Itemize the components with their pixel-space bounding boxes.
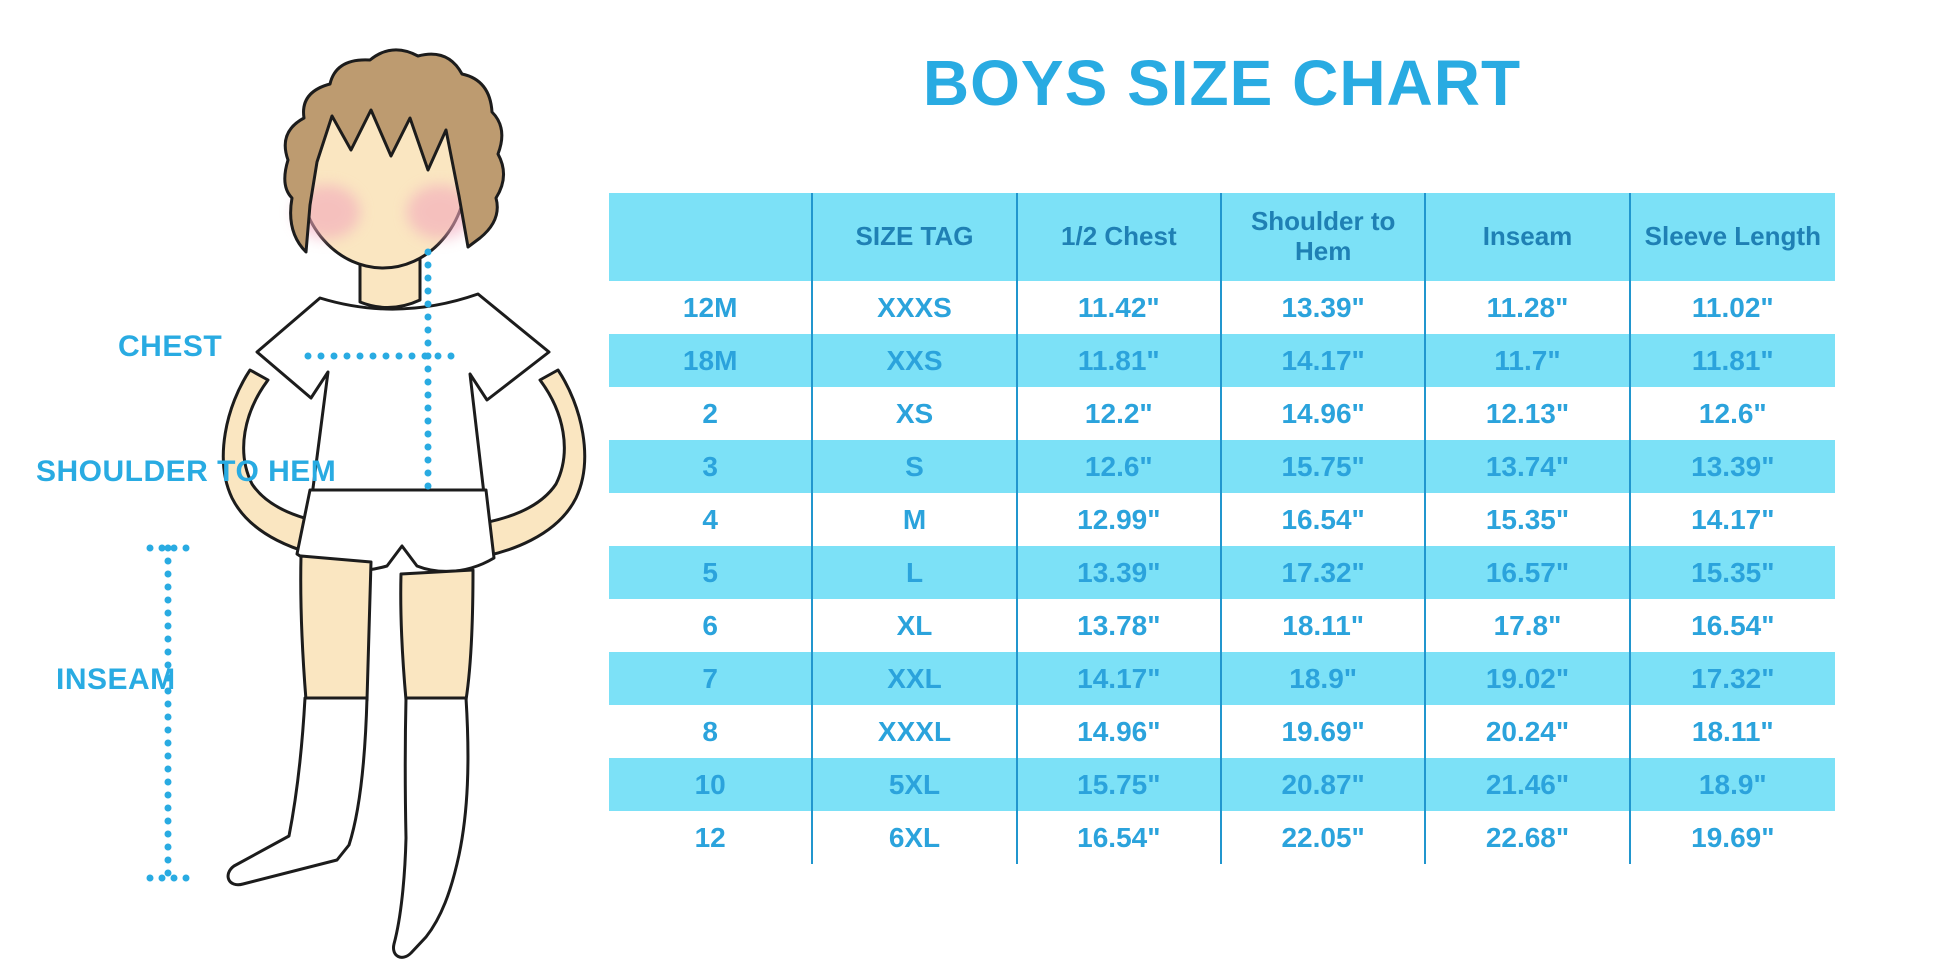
table-row: 2 XS 12.2" 14.96" 12.13" 12.6" (609, 387, 1835, 440)
page-title: BOYS SIZE CHART (922, 47, 1522, 119)
measurement-cell: 22.05" (1222, 811, 1427, 864)
measurement-cell: 12.13" (1426, 387, 1631, 440)
measurement-cell: XL (813, 599, 1018, 652)
measurement-cell: 21.46" (1426, 758, 1631, 811)
column-header: SIZE TAG (813, 193, 1018, 281)
measurement-cell: 18.11" (1691, 715, 1774, 747)
column-header (609, 193, 814, 281)
measurement-cell: 14.17" (1691, 503, 1775, 535)
size-cell: 12 (609, 811, 814, 864)
measurement-cell: 14.17" (1018, 652, 1222, 705)
measurement-cell: 19.69" (1222, 705, 1427, 758)
table-header-row: SIZE TAG 1/2 Chest Shoulder to Hem Inseam Sl… (609, 193, 1835, 281)
measurement-guides (146, 248, 466, 882)
size-cell: 2 (609, 387, 814, 440)
table-row: 3 S 12.6" 15.75" 13.74" 13.39" (609, 440, 1835, 493)
measurement-cell: L (813, 546, 1018, 599)
measurement-cell: 19.69" (1691, 821, 1775, 853)
measurement-cell: XXS (813, 334, 1018, 387)
measurement-cell: 12.6" (1018, 440, 1222, 493)
measurement-cell: 16.54" (1691, 609, 1775, 641)
measurement-cell: 19.02" (1426, 652, 1631, 705)
measurement-cell: 16.54" (1222, 493, 1427, 546)
measurement-cell: 12.6" (1698, 397, 1767, 429)
size-cell: 8 (609, 705, 814, 758)
measurement-cell: S (813, 440, 1018, 493)
measurement-cell: 13.39" (1222, 281, 1427, 334)
measurement-cell: 11.42" (1018, 281, 1222, 334)
measurement-cell: 17.8" (1426, 599, 1631, 652)
table-row: 6 XL 13.78" 18.11" 17.8" 16.54" (609, 599, 1835, 652)
measurement-cell: 11.28" (1426, 281, 1631, 334)
table-row: 12 6XL 16.54" 22.05" 22.68" 19.69" (609, 811, 1835, 864)
measurement-cell: 16.57" (1426, 546, 1631, 599)
measurement-cell: 14.17" (1222, 334, 1427, 387)
measurement-cell: 17.32" (1691, 662, 1775, 694)
measurement-cell: 15.75" (1018, 758, 1222, 811)
measurement-cell: 17.32" (1222, 546, 1427, 599)
measurement-cell: 11.81" (1018, 334, 1222, 387)
size-cell: 3 (609, 440, 814, 493)
boy-illustration (146, 48, 587, 959)
table-row: 5 L 13.39" 17.32" 16.57" 15.35" (609, 546, 1835, 599)
measurement-cell: 13.78" (1018, 599, 1222, 652)
measurement-cell: 15.75" (1222, 440, 1427, 493)
column-header: Sleeve Length (1644, 221, 1821, 252)
size-cell: 6 (609, 599, 814, 652)
measurement-cell: 12.99" (1018, 493, 1222, 546)
measurement-cell: 12.2" (1018, 387, 1222, 440)
measurement-cell: 14.96" (1222, 387, 1427, 440)
size-cell: 4 (609, 493, 814, 546)
measurement-cell: 11.02" (1691, 291, 1774, 323)
chest-label: CHEST (118, 330, 223, 363)
measurement-cell: 15.35" (1426, 493, 1631, 546)
column-header: 1/2 Chest (1018, 193, 1222, 281)
measurement-cell: 13.39" (1018, 546, 1222, 599)
measurement-cell: XXXS (813, 281, 1018, 334)
column-header: Inseam (1426, 193, 1631, 281)
size-cell: 18M (609, 334, 814, 387)
column-header: Shoulder to Hem (1222, 193, 1427, 281)
measurement-cell: 18.9" (1222, 652, 1427, 705)
measurement-cell: 22.68" (1426, 811, 1631, 864)
measurement-cell: 13.39" (1691, 450, 1775, 482)
table-row: 8 XXXL 14.96" 19.69" 20.24" 18.11" (609, 705, 1835, 758)
measurement-cell: 20.24" (1426, 705, 1631, 758)
measurement-cell: 13.74" (1426, 440, 1631, 493)
measurement-cell: 5XL (813, 758, 1018, 811)
measurement-cell: 11.7" (1426, 334, 1631, 387)
size-cell: 10 (609, 758, 814, 811)
table-row: 10 5XL 15.75" 20.87" 21.46" 18.9" (609, 758, 1835, 811)
measurement-cell: 11.81" (1691, 344, 1774, 376)
size-cell: 12M (609, 281, 814, 334)
size-cell: 5 (609, 546, 814, 599)
measurement-cell: 18.9" (1698, 768, 1767, 800)
measurement-cell: XXL (813, 652, 1018, 705)
measurement-cell: XXXL (813, 705, 1018, 758)
measurement-cell: 6XL (813, 811, 1018, 864)
measurement-cell: 14.96" (1018, 705, 1222, 758)
inseam-label: INSEAM (56, 663, 176, 696)
shoulder-to-hem-label: SHOULDER TO HEM (36, 455, 337, 488)
table-body: 12M XXXS 11.42" 13.39" 11.28" 11.02" 18M XXS 11.… (609, 281, 1835, 864)
table-row: 12M XXXS 11.42" 13.39" 11.28" 11.02" (609, 281, 1835, 334)
measurement-cell: 16.54" (1018, 811, 1222, 864)
table-row: 18M XXS 11.81" 14.17" 11.7" 11.81" (609, 334, 1835, 387)
measurement-cell: M (813, 493, 1018, 546)
measurement-cell: 15.35" (1691, 556, 1775, 588)
measurement-cell: XS (813, 387, 1018, 440)
measurement-cell: 20.87" (1222, 758, 1427, 811)
table-row: 4 M 12.99" 16.54" 15.35" 14.17" (609, 493, 1835, 546)
measurement-cell: 18.11" (1222, 599, 1427, 652)
size-table: SIZE TAG 1/2 Chest Shoulder to Hem Inseam Sl… (609, 193, 1835, 864)
size-cell: 7 (609, 652, 814, 705)
table-row: 7 XXL 14.17" 18.9" 19.02" 17.32" (609, 652, 1835, 705)
